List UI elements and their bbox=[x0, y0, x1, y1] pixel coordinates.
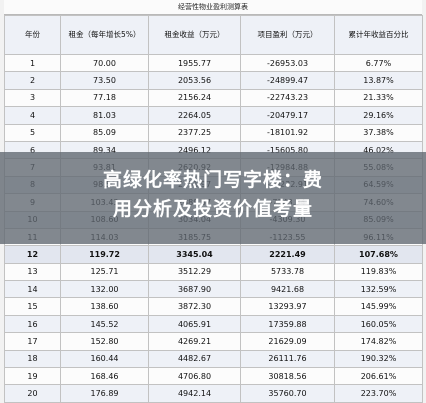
table-cell: -18101.92 bbox=[240, 123, 335, 142]
table-row: 3 77.18 2156.24 -22743.23 21.33% bbox=[4, 88, 423, 108]
table-cell: 1 bbox=[4, 53, 61, 73]
table-cell: 2221.49 bbox=[240, 245, 335, 264]
table-row: 20 176.89 4942.14 35760.70 223.70% bbox=[4, 384, 423, 403]
table-cell: 5733.78 bbox=[240, 262, 335, 282]
table-cell: 1955.77 bbox=[148, 53, 241, 73]
table-row: 5 85.09 2377.25 -18101.92 37.38% bbox=[4, 123, 423, 142]
table-title: 经营性物业盈利测算表 bbox=[4, 0, 422, 15]
table-cell: 29.16% bbox=[334, 106, 423, 125]
table-cell: 21629.09 bbox=[240, 332, 335, 351]
table-cell: 30818.56 bbox=[240, 367, 335, 386]
table-row: 13 125.71 3512.29 5733.78 119.83% bbox=[4, 262, 423, 282]
table-cell: 132.59% bbox=[334, 280, 423, 299]
table-cell: 3687.90 bbox=[148, 280, 241, 299]
table-cell: 3 bbox=[4, 88, 61, 108]
table-cell: 35760.70 bbox=[240, 384, 335, 403]
table-cell: 4482.67 bbox=[148, 349, 241, 369]
headline-line-2: 用分析及投资价值考量 bbox=[112, 198, 313, 220]
table-row: 17 152.80 4269.21 21629.09 174.82% bbox=[4, 332, 423, 351]
table-cell: 3345.04 bbox=[148, 245, 241, 264]
table-cell: 77.18 bbox=[60, 88, 149, 108]
table-row: 19 168.46 4706.80 30818.56 206.61% bbox=[4, 367, 423, 386]
table-cell: 12 bbox=[4, 245, 61, 264]
table-cell: 73.50 bbox=[60, 71, 149, 90]
header-year: 年份 bbox=[4, 15, 61, 55]
table-cell: 2156.24 bbox=[148, 88, 241, 108]
table-cell: 2 bbox=[4, 71, 61, 90]
table-row: 2 73.50 2053.56 -24899.47 13.87% bbox=[4, 71, 423, 90]
table-cell: 107.68% bbox=[334, 245, 423, 264]
table-cell: 190.32% bbox=[334, 349, 423, 369]
table-cell: 4065.91 bbox=[148, 314, 241, 334]
table-cell: 176.89 bbox=[60, 384, 149, 403]
table-cell: 17359.88 bbox=[240, 314, 335, 334]
table-cell: -24899.47 bbox=[240, 71, 335, 90]
table-row: 4 81.03 2264.05 -20479.17 29.16% bbox=[4, 106, 423, 125]
table-cell: 160.44 bbox=[60, 349, 149, 369]
table-cell: 125.71 bbox=[60, 262, 149, 282]
table-cell: 152.80 bbox=[60, 332, 149, 351]
table-cell: 16 bbox=[4, 314, 61, 334]
table-cell: 4269.21 bbox=[148, 332, 241, 351]
table-cell: 70.00 bbox=[60, 53, 149, 73]
table-cell: 4942.14 bbox=[148, 384, 241, 403]
table-cell: 19 bbox=[4, 367, 61, 386]
header-rent: 租金（每年增长5%） bbox=[60, 15, 149, 55]
table-cell: 145.52 bbox=[60, 314, 149, 334]
table-cell: 160.05% bbox=[334, 314, 423, 334]
table-cell: 13 bbox=[4, 262, 61, 282]
headline-overlay: 高绿化率热门写字楼：费 用分析及投资价值考量 bbox=[0, 152, 426, 244]
table-cell: 4 bbox=[4, 106, 61, 125]
table-cell: 119.72 bbox=[60, 245, 149, 264]
table-cell: 138.60 bbox=[60, 297, 149, 316]
table-cell: 14 bbox=[4, 280, 61, 299]
table-cell: 2264.05 bbox=[148, 106, 241, 125]
table-cell: -26953.03 bbox=[240, 53, 335, 73]
header-cumulative-pct: 累计年收益百分比 bbox=[334, 15, 423, 55]
table-cell: 119.83% bbox=[334, 262, 423, 282]
table-cell: 9421.68 bbox=[240, 280, 335, 299]
table-row: 14 132.00 3687.90 9421.68 132.59% bbox=[4, 280, 423, 299]
table-cell: 18 bbox=[4, 349, 61, 369]
table-cell: 15 bbox=[4, 297, 61, 316]
table-cell: 20 bbox=[4, 384, 61, 403]
table-cell: 3872.30 bbox=[148, 297, 241, 316]
table-cell: 4706.80 bbox=[148, 367, 241, 386]
table-cell: 37.38% bbox=[334, 123, 423, 142]
table-cell: 132.00 bbox=[60, 280, 149, 299]
table-cell: 2053.56 bbox=[148, 71, 241, 90]
table-cell: 206.61% bbox=[334, 367, 423, 386]
table-cell: -22743.23 bbox=[240, 88, 335, 108]
table-cell: 13.87% bbox=[334, 71, 423, 90]
table-cell: 174.82% bbox=[334, 332, 423, 351]
table-cell: 17 bbox=[4, 332, 61, 351]
table-row: 18 160.44 4482.67 26111.76 190.32% bbox=[4, 349, 423, 369]
table-row: 15 138.60 3872.30 13293.97 145.99% bbox=[4, 297, 423, 316]
table-cell: 168.46 bbox=[60, 367, 149, 386]
table-cell: -20479.17 bbox=[240, 106, 335, 125]
table-cell: 2377.25 bbox=[148, 123, 241, 142]
table-row: 16 145.52 4065.91 17359.88 160.05% bbox=[4, 314, 423, 334]
table-cell: 5 bbox=[4, 123, 61, 142]
table-header-row: 年份 租金（每年增长5%） 租金收益（万元） 项目盈利（万元） 累计年收益百分比 bbox=[4, 15, 423, 55]
table-cell: 21.33% bbox=[334, 88, 423, 108]
table-cell: 3512.29 bbox=[148, 262, 241, 282]
table-cell: 85.09 bbox=[60, 123, 149, 142]
table-cell: 145.99% bbox=[334, 297, 423, 316]
table-cell: 81.03 bbox=[60, 106, 149, 125]
table-row: 1 70.00 1955.77 -26953.03 6.77% bbox=[4, 53, 423, 73]
table-cell: 13293.97 bbox=[240, 297, 335, 316]
table-cell: 26111.76 bbox=[240, 349, 335, 369]
table-cell: 6.77% bbox=[334, 53, 423, 73]
header-rent-income: 租金收益（万元） bbox=[148, 15, 241, 55]
headline-line-1: 高绿化率热门写字楼：费 bbox=[102, 169, 323, 191]
table-row: 12 119.72 3345.04 2221.49 107.68% bbox=[4, 245, 423, 264]
header-project-profit: 项目盈利（万元） bbox=[240, 15, 335, 55]
